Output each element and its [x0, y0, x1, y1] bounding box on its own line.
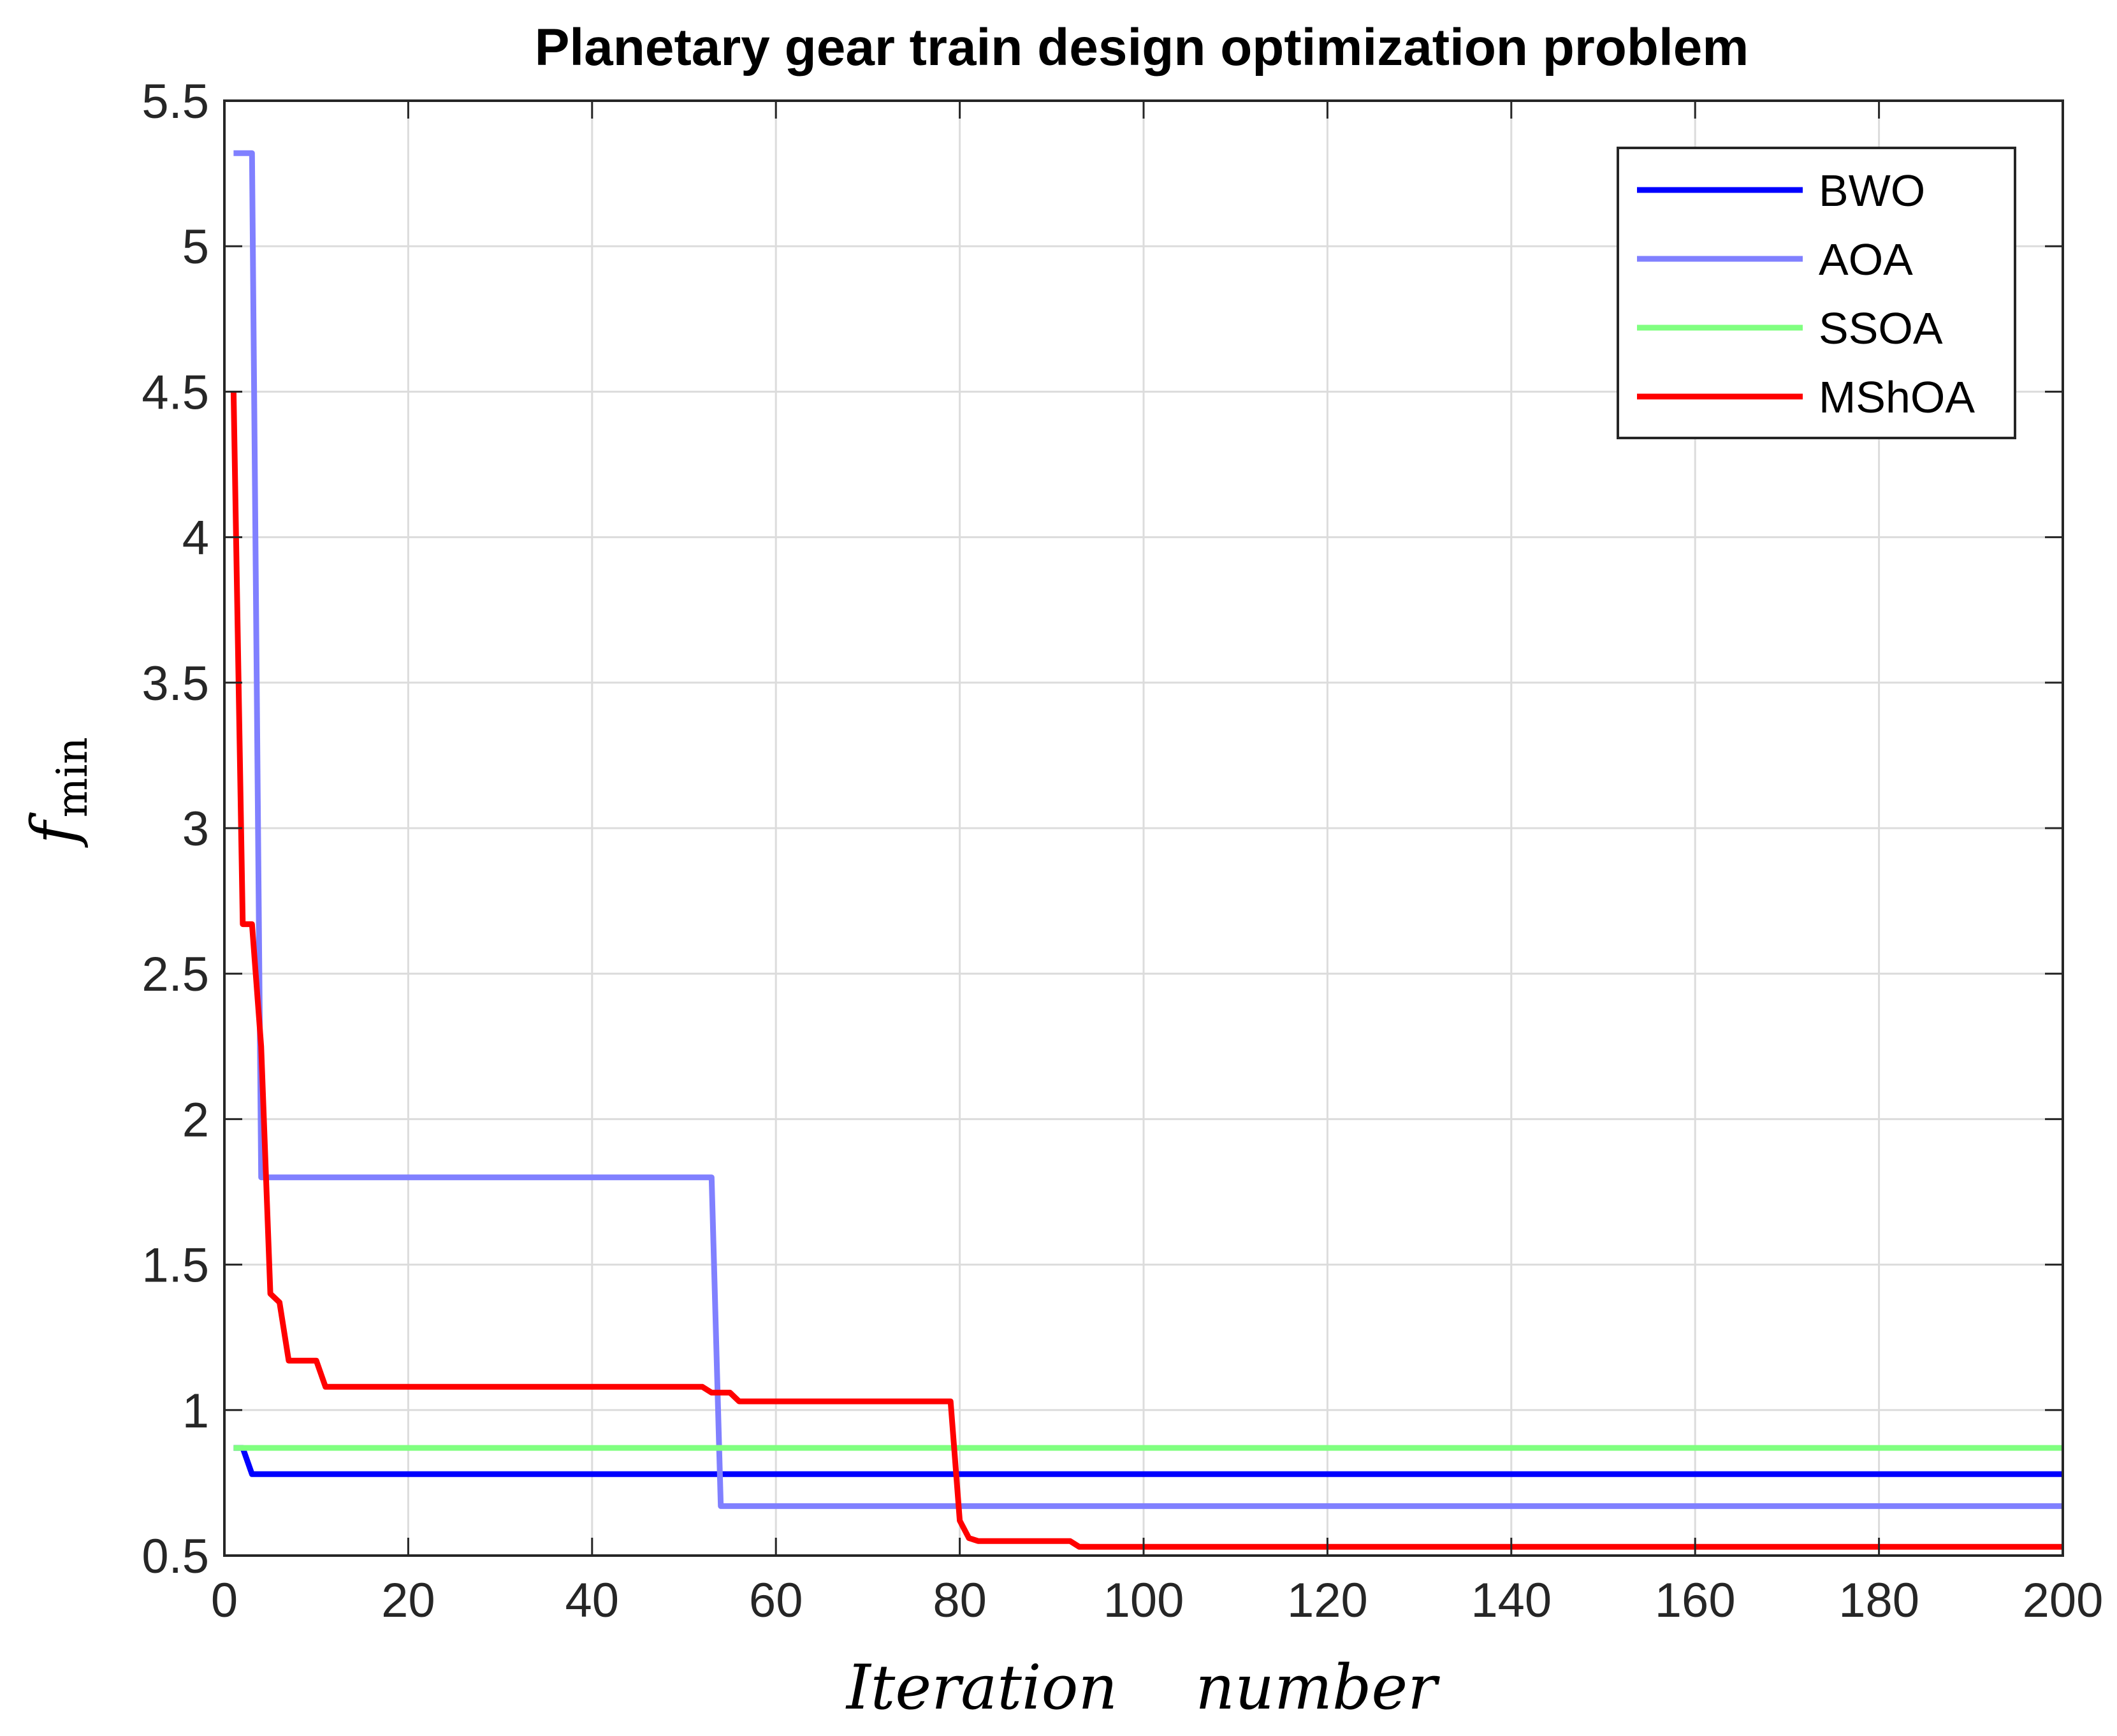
x-tick-label: 160: [1655, 1573, 1736, 1628]
legend-label-mshoa: MShOA: [1819, 372, 1975, 422]
legend-label-aoa: AOA: [1819, 235, 1913, 284]
y-tick-label: 3.5: [142, 657, 209, 711]
x-tick-label: 60: [749, 1573, 803, 1628]
series-line-aoa: [233, 150, 2063, 1509]
y-tick-label: 5: [182, 220, 209, 274]
x-tick-label: 20: [381, 1573, 435, 1628]
axis-ticks: [223, 99, 2064, 1557]
legend-box: [1617, 147, 2016, 439]
legend-label-bwo: BWO: [1819, 166, 1925, 215]
x-tick-label: 0: [211, 1573, 238, 1628]
y-axis-label-subscript: min: [48, 737, 97, 817]
x-tick-label: 80: [933, 1573, 987, 1628]
x-tick-label: 200: [2023, 1573, 2104, 1628]
x-tick-labels: 0 20 40 60 80 100 120 140 160 180 200: [211, 1573, 2104, 1628]
x-tick-label: 140: [1471, 1573, 1552, 1628]
chart-title: Planetary gear train design optimization…: [535, 18, 1749, 77]
series-lines: [230, 150, 2063, 1550]
y-tick-labels: 0.5 1 1.5 2 2.5 3 3.5 4 4.5 5 5.5: [142, 75, 209, 1584]
x-axis-label: Iteration number: [845, 1652, 1440, 1723]
y-tick-label: 1.5: [142, 1239, 209, 1293]
y-tick-label: 0.5: [142, 1529, 209, 1584]
y-tick-label: 3: [182, 802, 209, 856]
x-tick-label: 40: [565, 1573, 620, 1628]
y-tick-label: 5.5: [142, 75, 209, 129]
y-tick-label: 1: [182, 1384, 209, 1438]
x-tick-label: 180: [1838, 1573, 1919, 1628]
x-tick-label: 100: [1103, 1573, 1184, 1628]
y-tick-label: 4.5: [142, 365, 209, 419]
y-tick-label: 4: [182, 511, 209, 565]
y-tick-label: 2: [182, 1093, 209, 1147]
y-tick-label: 2.5: [142, 947, 209, 1002]
legend-label-ssoa: SSOA: [1819, 303, 1943, 353]
x-tick-label: 120: [1287, 1573, 1368, 1628]
legend: BWO AOA SSOA MShOA: [1617, 147, 2016, 439]
series-line-mshoa: [230, 391, 2063, 1550]
